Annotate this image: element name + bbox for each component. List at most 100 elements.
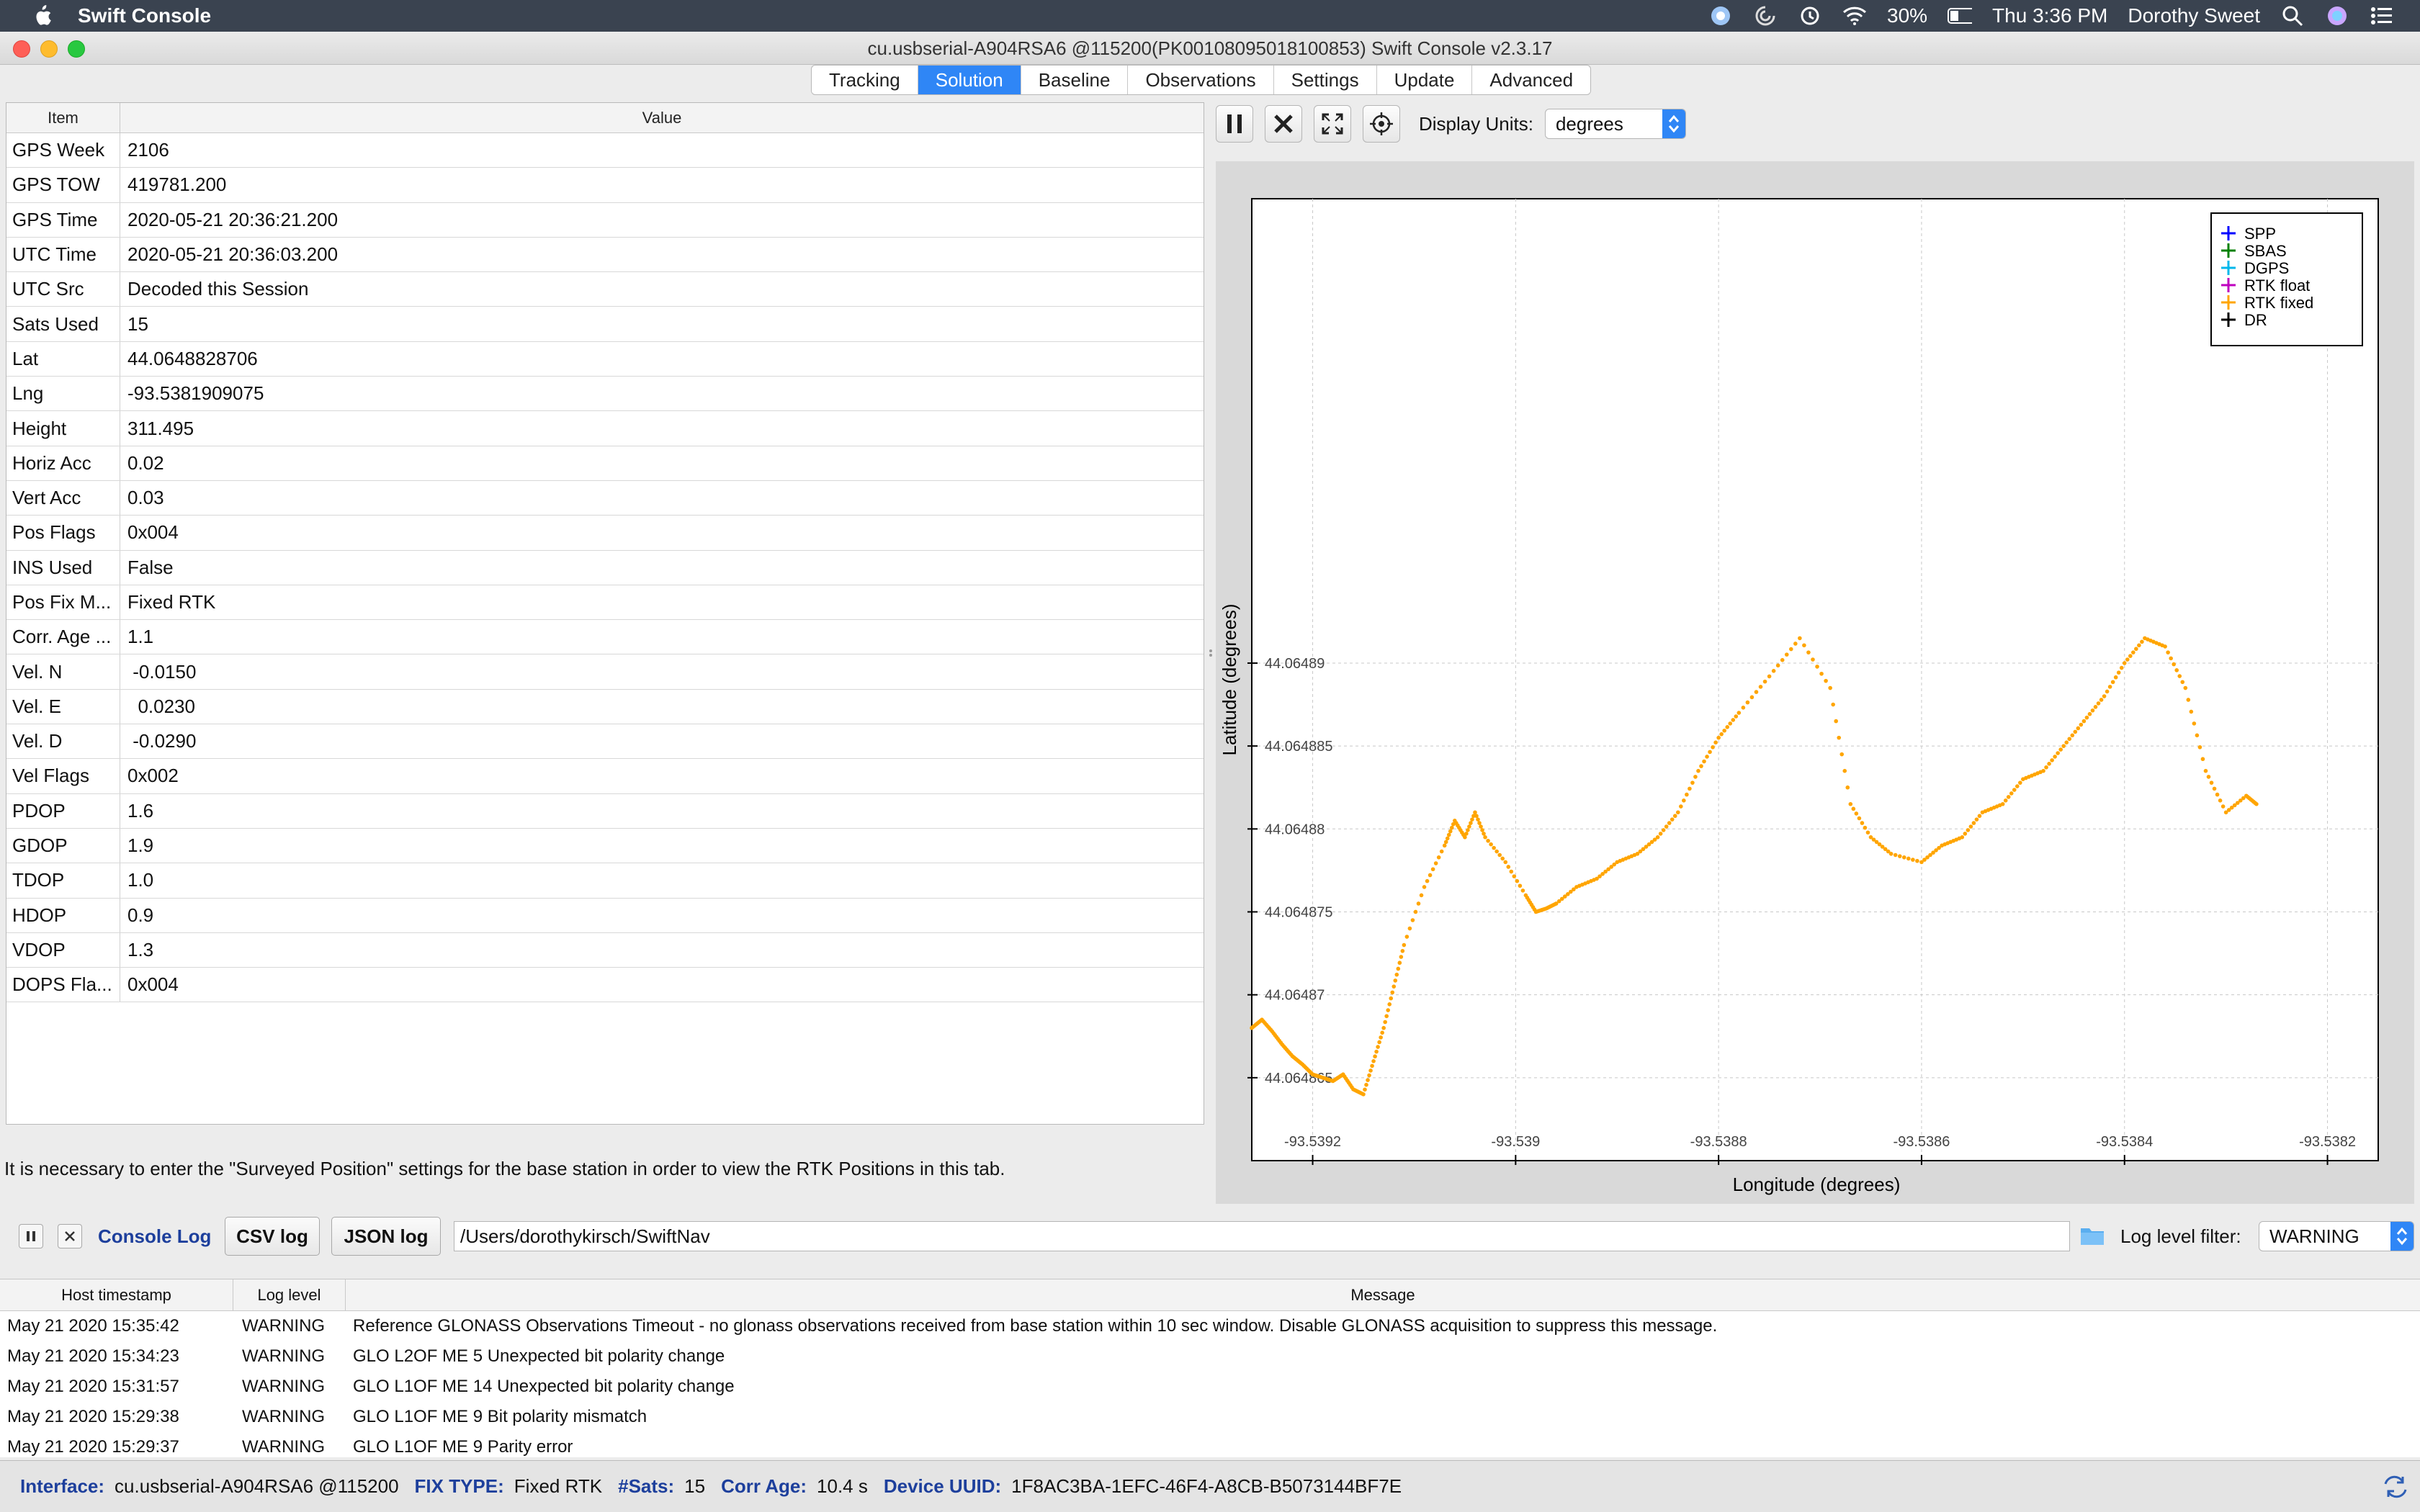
refresh-icon[interactable] xyxy=(2383,1475,2408,1503)
table-row[interactable]: Lng -93.5381909075 xyxy=(6,377,1204,412)
table-row[interactable]: GDOP 1.9 xyxy=(6,828,1204,864)
tab-tracking[interactable]: Tracking xyxy=(812,66,918,94)
tab-solution[interactable]: Solution xyxy=(918,66,1021,94)
table-row[interactable]: Pos Fix M... Fixed RTK xyxy=(6,585,1204,621)
row-item-label: VDOP xyxy=(6,932,120,968)
row-item-label: INS Used xyxy=(6,550,120,585)
table-row[interactable]: Sats Used 15 xyxy=(6,307,1204,342)
row-value: 0.02 xyxy=(127,451,164,474)
tab-update[interactable]: Update xyxy=(1377,66,1473,94)
table-row[interactable]: UTC Time 2020-05-21 20:36:03.200 xyxy=(6,237,1204,273)
json-log-button[interactable]: JSON log xyxy=(331,1217,441,1256)
row-value: 0.9 xyxy=(127,904,154,926)
table-row[interactable]: Lat 44.0648828706 xyxy=(6,341,1204,377)
log-pause-button[interactable] xyxy=(19,1224,43,1248)
data-point xyxy=(1497,852,1502,858)
data-point xyxy=(1652,837,1657,842)
battery-icon[interactable] xyxy=(1948,4,1973,28)
column-header-value[interactable]: Value xyxy=(642,108,682,127)
splitter-handle[interactable] xyxy=(1209,648,1213,657)
data-point xyxy=(1366,1078,1370,1082)
table-row[interactable]: UTC Src Decoded this Session xyxy=(6,272,1204,307)
table-row[interactable]: Vert Acc 0.03 xyxy=(6,480,1204,516)
column-header-level[interactable]: Log level xyxy=(233,1279,346,1310)
log-level-filter-label: Log level filter: xyxy=(2120,1225,2241,1247)
table-row[interactable]: Corr. Age ... 1.1 xyxy=(6,620,1204,655)
table-row[interactable]: GPS TOW 419781.200 xyxy=(6,168,1204,203)
table-row[interactable]: Vel. N -0.0150 xyxy=(6,654,1204,690)
table-row[interactable]: Vel. D -0.0290 xyxy=(6,724,1204,760)
app-menu-name[interactable]: Swift Console xyxy=(78,4,212,27)
data-point xyxy=(1368,1068,1373,1073)
console-log-label[interactable]: Console Log xyxy=(98,1225,212,1247)
position-plot[interactable]: -93.5392 -93.539 -93.5388 -93.5386 -93.5384 -… xyxy=(1216,161,2414,1204)
apple-icon[interactable] xyxy=(32,4,55,27)
table-row[interactable]: Horiz Acc 0.02 xyxy=(6,446,1204,481)
rtk-hint-text: It is necessary to enter the "Surveyed P… xyxy=(4,1158,1005,1179)
folder-icon[interactable] xyxy=(2080,1225,2105,1249)
data-point xyxy=(1433,861,1438,865)
table-row[interactable]: HDOP 0.9 xyxy=(6,898,1204,933)
time-machine-icon[interactable] xyxy=(1798,4,1822,28)
table-row[interactable]: TDOP 1.0 xyxy=(6,863,1204,899)
row-value: 44.0648828706 xyxy=(127,347,258,369)
spotlight-search-icon[interactable] xyxy=(2280,4,2305,28)
tab-baseline[interactable]: Baseline xyxy=(1021,66,1129,94)
data-point xyxy=(1725,725,1730,729)
row-item-label: UTC Src xyxy=(6,272,120,307)
legend-label: SPP xyxy=(2244,225,2276,243)
zoom-window-button[interactable] xyxy=(68,40,85,58)
wifi-icon[interactable] xyxy=(1842,4,1867,28)
fix-type-label: FIX TYPE: xyxy=(414,1475,504,1497)
column-header-message[interactable]: Message xyxy=(1350,1285,1415,1304)
log-row[interactable]: May 21 2020 15:34:23 WARNING GLO L2OF ME 5… xyxy=(0,1341,2420,1372)
log-row[interactable]: May 21 2020 15:29:38 WARNING GLO L1OF ME 9… xyxy=(0,1402,2420,1432)
center-on-solution-button[interactable] xyxy=(1363,105,1400,143)
tab-observations[interactable]: Observations xyxy=(1128,66,1274,94)
table-row[interactable]: VDOP 1.3 xyxy=(6,932,1204,968)
log-row[interactable]: May 21 2020 15:35:42 WARNING Reference GLO… xyxy=(0,1311,2420,1341)
scatter-plot[interactable]: -93.5392 -93.539 -93.5388 -93.5386 -93.5384 -… xyxy=(1216,161,2414,1204)
data-point xyxy=(1379,1035,1383,1040)
data-point xyxy=(1554,901,1559,906)
updown-arrow-icon xyxy=(2390,1222,2414,1251)
log-clear-button[interactable] xyxy=(58,1224,82,1248)
table-row[interactable]: Vel Flags 0x002 xyxy=(6,759,1204,794)
pause-button[interactable] xyxy=(1216,105,1253,143)
log-row[interactable]: May 21 2020 15:31:57 WARNING GLO L1OF ME 1… xyxy=(0,1372,2420,1402)
table-row[interactable]: GPS Time 2020-05-21 20:36:21.200 xyxy=(6,202,1204,238)
log-path-input[interactable]: /Users/dorothykirsch/SwiftNav xyxy=(454,1221,2070,1251)
legend-entry: SPP xyxy=(2221,225,2276,243)
data-point xyxy=(1500,856,1505,861)
data-point xyxy=(1670,817,1675,822)
data-point xyxy=(1473,810,1477,815)
zoom-all-button[interactable] xyxy=(1314,105,1351,143)
csv-log-button[interactable]: CSV log xyxy=(225,1217,320,1256)
siri-icon[interactable] xyxy=(2325,4,2349,28)
row-item-label: Lat xyxy=(6,341,120,377)
table-row[interactable]: Height 311.495 xyxy=(6,411,1204,446)
log-row[interactable]: May 21 2020 15:29:37 WARNING GLO L1OF ME 9… xyxy=(0,1432,2420,1462)
activity-icon[interactable] xyxy=(1753,4,1778,28)
menubar-user[interactable]: Dorothy Sweet xyxy=(2128,4,2260,27)
clear-button[interactable] xyxy=(1265,105,1302,143)
table-row[interactable]: Vel. E 0.0230 xyxy=(6,689,1204,725)
menubar-clock[interactable]: Thu 3:36 PM xyxy=(1992,4,2108,27)
column-header-item[interactable]: Item xyxy=(6,103,120,132)
table-row[interactable]: PDOP 1.6 xyxy=(6,793,1204,829)
table-row[interactable]: Pos Flags 0x004 xyxy=(6,516,1204,551)
status-globe-icon[interactable] xyxy=(1708,4,1733,28)
notification-center-icon[interactable] xyxy=(2370,4,2394,28)
tab-settings[interactable]: Settings xyxy=(1274,66,1377,94)
minimize-window-button[interactable] xyxy=(40,40,58,58)
close-window-button[interactable] xyxy=(13,40,30,58)
log-level-filter-select[interactable]: WARNING xyxy=(2259,1221,2414,1251)
log-timestamp: May 21 2020 15:35:42 xyxy=(7,1316,179,1336)
data-point xyxy=(1506,865,1511,869)
tab-advanced[interactable]: Advanced xyxy=(1489,69,1574,91)
table-row[interactable]: GPS Week 2106 xyxy=(6,133,1204,168)
column-header-timestamp[interactable]: Host timestamp xyxy=(0,1279,233,1310)
table-row[interactable]: INS Used False xyxy=(6,550,1204,585)
table-row[interactable]: DOPS Fla... 0x004 xyxy=(6,968,1204,1003)
display-units-select[interactable]: degrees xyxy=(1544,109,1686,139)
